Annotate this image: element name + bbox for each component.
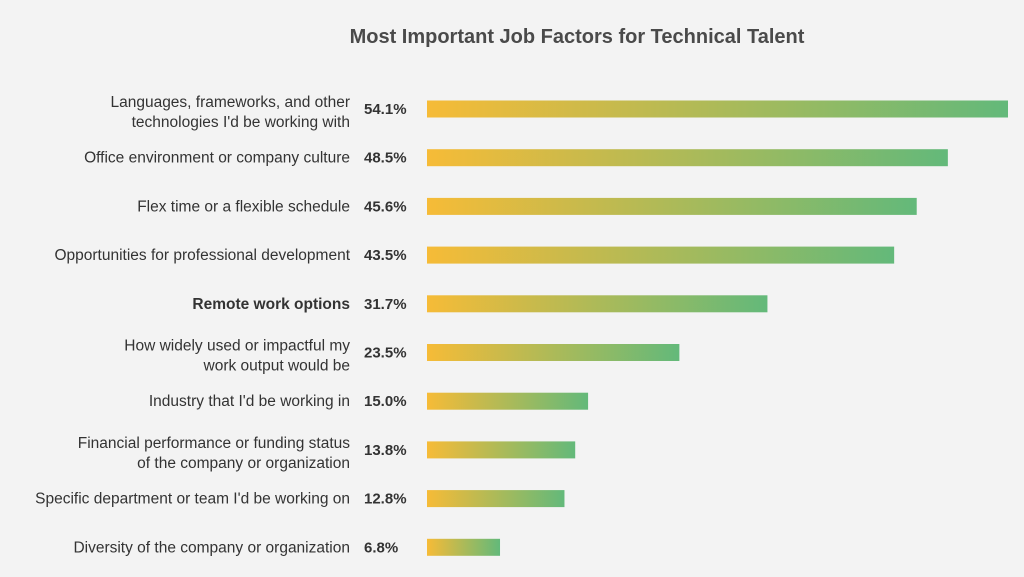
category-label-6-line-0: Industry that I'd be working in — [149, 393, 350, 410]
value-label-7: 13.8% — [364, 442, 407, 459]
category-label-2-line-0: Flex time or a flexible schedule — [137, 198, 350, 215]
category-label-3-line-0: Opportunities for professional developme… — [54, 247, 350, 264]
category-label-9: Diversity of the company or organization — [73, 539, 350, 556]
bar-0 — [427, 100, 1008, 118]
bar-2 — [427, 197, 917, 215]
value-label-6: 15.0% — [364, 393, 407, 410]
category-label-8: Specific department or team I'd be worki… — [35, 491, 350, 508]
category-label-5-line-0: How widely used or impactful my — [124, 338, 350, 355]
value-label-9: 6.8% — [364, 539, 398, 556]
category-label-4-line-0: Remote work options — [192, 296, 350, 313]
chart-title: Most Important Job Factors for Technical… — [349, 26, 805, 48]
bar-3 — [427, 246, 895, 264]
category-label-7-line-1: of the company or organization — [137, 455, 350, 472]
category-label-1-line-0: Office environment or company culture — [84, 150, 350, 167]
category-label-5: How widely used or impactful my work outp… — [124, 338, 350, 375]
bar-4 — [427, 295, 768, 313]
bar-5 — [427, 344, 680, 361]
category-label-0: Languages, frameworks, and other technolo… — [110, 94, 350, 131]
value-label-0: 54.1% — [364, 101, 407, 118]
category-label-5-line-1: work output would be — [203, 358, 350, 375]
value-label-5: 23.5% — [364, 345, 407, 362]
bar-7 — [427, 441, 576, 459]
category-label-2: Flex time or a flexible schedule — [137, 198, 350, 215]
value-label-2: 45.6% — [364, 198, 407, 215]
bar-8 — [427, 490, 565, 508]
category-label-0-line-0: Languages, frameworks, and other — [110, 94, 350, 111]
category-label-9-line-0: Diversity of the company or organization — [73, 539, 350, 556]
value-label-1: 48.5% — [364, 150, 407, 167]
bar-9 — [427, 538, 501, 556]
value-label-8: 12.8% — [364, 491, 407, 508]
category-label-0-line-1: technologies I'd be working with — [132, 114, 350, 131]
category-label-4: Remote work options — [192, 296, 350, 313]
category-label-7: Financial performance or funding status o… — [78, 435, 351, 472]
bar-6 — [427, 392, 589, 410]
value-label-4: 31.7% — [364, 296, 407, 313]
category-label-7-line-0: Financial performance or funding status — [78, 435, 351, 452]
category-label-3: Opportunities for professional developme… — [54, 247, 350, 264]
category-label-6: Industry that I'd be working in — [149, 393, 350, 410]
category-label-1: Office environment or company culture — [84, 150, 350, 167]
bar-1 — [427, 149, 948, 167]
category-label-8-line-0: Specific department or team I'd be worki… — [35, 491, 350, 508]
value-label-3: 43.5% — [364, 247, 407, 264]
